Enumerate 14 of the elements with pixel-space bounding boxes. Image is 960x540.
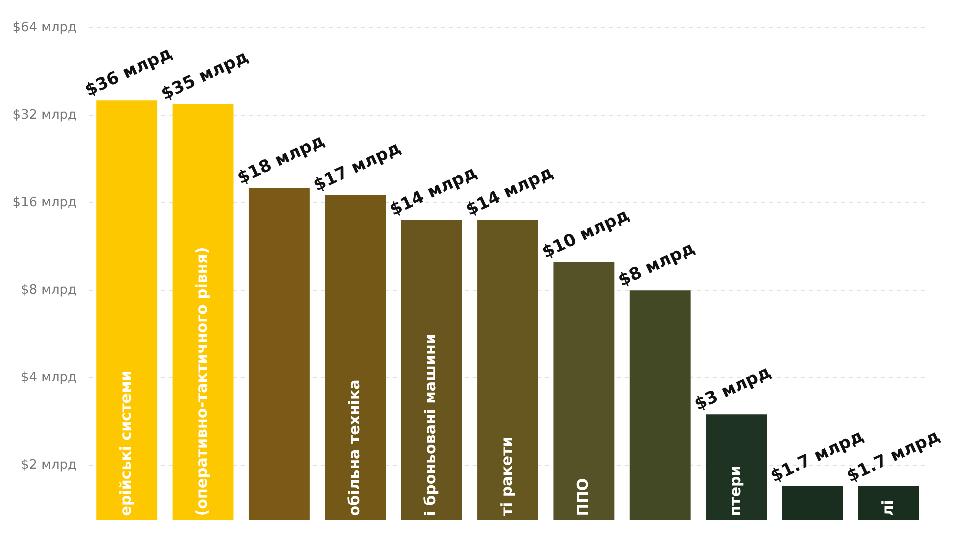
x-tick-label: ППО xyxy=(574,478,592,516)
x-tick-label: ті ракети xyxy=(498,436,516,516)
y-tick-label: $4 млрд xyxy=(20,370,78,386)
x-tick-label: птери xyxy=(726,466,744,516)
x-tick-label: обільна техніка xyxy=(346,380,364,516)
x-tick-label: лі xyxy=(878,500,897,516)
y-tick-label: $64 млрд xyxy=(12,20,77,36)
y-tick-label: $16 млрд xyxy=(12,195,77,210)
y-tick-label: $32 млрд xyxy=(12,108,77,123)
y-tick-label: $2 млрд xyxy=(20,458,78,474)
x-tick-label: і броньовані машини xyxy=(422,334,440,516)
x-tick-label: ерійські системи xyxy=(116,370,135,516)
y-tick-label: $8 млрд xyxy=(20,283,78,298)
x-tick-label: (оперативно-тактичного рівня) xyxy=(193,247,212,516)
